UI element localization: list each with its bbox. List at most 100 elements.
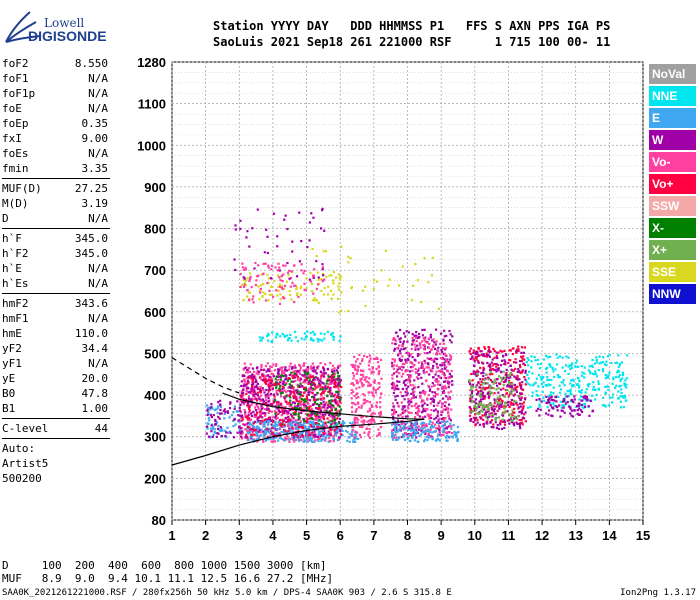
x-tick-label: 9 <box>438 528 445 543</box>
echo-point <box>366 410 370 413</box>
echo-point <box>489 393 492 396</box>
echo-point <box>289 428 292 432</box>
echo-point <box>417 369 420 372</box>
echo-point <box>527 364 530 367</box>
echo-point <box>549 383 552 387</box>
echo-point <box>267 264 270 267</box>
echo-point <box>495 370 498 373</box>
echo-point <box>246 429 249 432</box>
echo-point <box>527 377 530 380</box>
echo-point <box>247 425 250 429</box>
echo-point <box>232 436 236 439</box>
echo-point <box>266 407 269 410</box>
echo-point <box>305 432 308 435</box>
echo-point <box>219 429 223 432</box>
echo-point <box>404 409 407 412</box>
echo-point <box>279 335 282 338</box>
echo-point <box>482 374 485 378</box>
echo-point <box>493 349 496 353</box>
file-info-footer: SAA0K_2021261221000.RSF / 280fx256h 50 k… <box>2 588 452 598</box>
echo-point <box>408 370 412 373</box>
logo-mark-icon <box>5 11 41 43</box>
echo-point <box>250 414 254 418</box>
echo-point <box>300 433 304 436</box>
echo-point <box>316 271 320 274</box>
echo-point <box>471 396 474 399</box>
echo-point <box>617 397 620 400</box>
echo-point <box>530 360 533 363</box>
echo-point <box>418 342 421 345</box>
echo-point <box>489 403 493 406</box>
echo-point <box>395 387 399 390</box>
echo-point <box>367 391 370 394</box>
echo-point <box>255 404 258 407</box>
echo-point <box>254 392 257 396</box>
echo-point <box>289 333 292 337</box>
echo-point <box>591 365 594 369</box>
echo-point <box>329 405 332 408</box>
echo-point <box>421 416 424 419</box>
echo-point <box>447 386 450 389</box>
echo-point <box>430 357 433 360</box>
echo-point <box>602 396 605 399</box>
echo-point <box>269 402 272 406</box>
echo-point <box>329 392 332 395</box>
echo-point <box>397 284 401 287</box>
echo-point <box>337 436 341 439</box>
echo-point <box>567 372 570 376</box>
legend-item-noval: NoVal <box>649 64 696 84</box>
echo-point <box>497 391 500 394</box>
echo-point <box>258 298 261 301</box>
echo-point <box>279 375 282 379</box>
echo-point <box>403 438 407 442</box>
echo-point <box>287 411 290 414</box>
echo-point <box>361 289 365 292</box>
echo-point <box>352 402 355 405</box>
echo-point <box>435 362 438 365</box>
echo-point <box>570 409 574 412</box>
parameter-name: h`F2 <box>2 247 29 260</box>
echo-point <box>549 404 552 407</box>
echo-point <box>250 435 253 438</box>
echo-point <box>276 393 279 396</box>
echo-point <box>248 397 251 400</box>
echo-point <box>326 379 329 382</box>
y-tick-label: 1100 <box>138 97 166 112</box>
echo-point <box>487 404 490 408</box>
echo-point <box>286 379 289 382</box>
echo-point <box>542 381 545 384</box>
echo-point <box>583 397 586 400</box>
echo-point <box>396 401 399 404</box>
echo-point <box>315 372 318 375</box>
echo-point <box>380 392 383 395</box>
echo-point <box>276 274 280 277</box>
y-tick-label: 200 <box>144 471 166 486</box>
echo-point <box>217 401 220 404</box>
echo-point <box>259 339 262 342</box>
echo-point <box>408 355 411 358</box>
echo-point <box>355 387 358 390</box>
echo-point <box>495 426 499 430</box>
echo-point <box>496 363 500 367</box>
echo-point <box>295 425 298 428</box>
echo-point <box>284 430 287 433</box>
echo-point <box>251 378 254 382</box>
echo-point <box>332 379 335 382</box>
echo-point <box>266 393 269 396</box>
echo-point <box>254 431 258 434</box>
echo-point <box>491 372 494 376</box>
echo-point <box>362 375 365 378</box>
echo-point <box>267 418 270 421</box>
echo-point <box>499 401 503 404</box>
echo-point <box>215 408 218 411</box>
echo-point <box>569 393 572 396</box>
echo-point <box>440 405 443 409</box>
echo-point <box>471 355 474 358</box>
echo-point <box>330 370 334 373</box>
echo-point <box>340 427 343 430</box>
echo-point <box>270 293 273 296</box>
echo-point <box>248 391 251 394</box>
echo-point <box>249 428 252 431</box>
echo-point <box>255 433 259 436</box>
echo-point <box>521 423 524 426</box>
